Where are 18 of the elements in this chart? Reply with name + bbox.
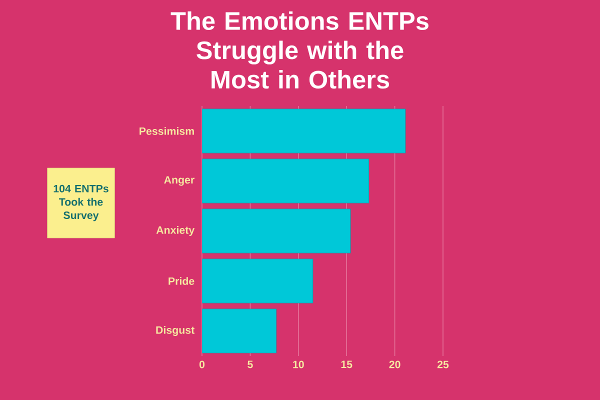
x-tick-label: 0 (199, 360, 205, 368)
y-tick-label: Anxiety (156, 226, 195, 236)
x-tick-label: 5 (248, 360, 253, 368)
y-tick-label: Anger (164, 176, 194, 186)
bar (202, 308, 276, 354)
bar (202, 208, 351, 254)
bar (202, 158, 370, 204)
x-tick-label: 15 (341, 360, 352, 368)
y-tick-label: Pride (168, 277, 194, 285)
bar (202, 108, 406, 154)
y-tick-label: Pessimism (140, 127, 194, 135)
text: 104 ENTPs Took the Survey (54, 184, 108, 222)
x-tick-label: 10 (293, 360, 304, 368)
bar (202, 258, 314, 304)
x-tick-label: 25 (437, 360, 449, 368)
x-tick-label: 20 (389, 360, 400, 368)
y-tick-label: Disgust (156, 326, 194, 336)
chart-title: The Emotions ENTPs Struggle with the Most in Others (170, 11, 428, 89)
